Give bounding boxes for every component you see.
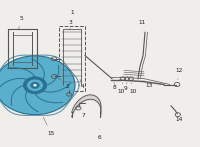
Circle shape	[27, 79, 43, 91]
Text: 13: 13	[145, 82, 153, 88]
Text: 10: 10	[129, 83, 137, 94]
Text: 8: 8	[113, 82, 117, 90]
Text: 4: 4	[80, 79, 85, 89]
Text: 11: 11	[138, 20, 146, 31]
Text: 7: 7	[80, 107, 85, 118]
Circle shape	[23, 77, 47, 94]
Text: 6: 6	[97, 129, 101, 140]
Text: 10: 10	[117, 83, 125, 94]
Text: 2: 2	[56, 75, 69, 89]
Text: 3: 3	[68, 20, 72, 29]
Text: 9: 9	[123, 82, 127, 91]
Text: 14: 14	[175, 114, 183, 122]
Text: 15: 15	[43, 117, 55, 136]
Text: 1: 1	[70, 10, 74, 21]
Circle shape	[33, 84, 37, 87]
Text: 12: 12	[175, 68, 183, 80]
Circle shape	[0, 56, 75, 115]
Circle shape	[31, 82, 39, 88]
Text: 5: 5	[19, 16, 23, 30]
